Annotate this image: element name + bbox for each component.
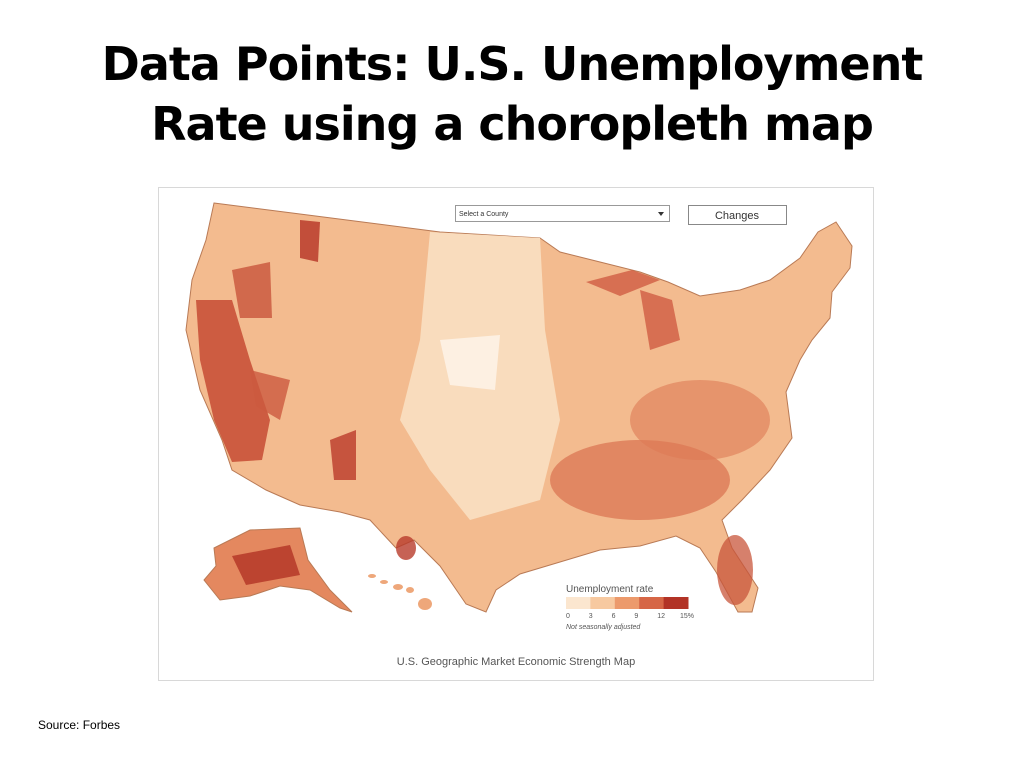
legend-note: Not seasonally adjusted (566, 624, 641, 631)
high-rate-area (250, 370, 290, 420)
map-image: Select a County Changes Unemployment rat… (158, 187, 874, 681)
changes-button[interactable] (688, 205, 787, 225)
legend-tick-label: 15% (680, 613, 694, 620)
high-rate-area (550, 440, 730, 520)
high-rate-area (586, 270, 660, 296)
source-note: Source: Forbes (38, 718, 121, 732)
high-rate-area (640, 290, 680, 350)
button-label: Changes (715, 210, 760, 222)
high-rate-area (232, 545, 300, 585)
high-rate-area (330, 430, 356, 480)
legend-tick-label: 6 (612, 613, 616, 620)
legend-swatches: 0 3 6 9 12 15% (566, 597, 694, 620)
legend-tick-label: 3 (589, 613, 593, 620)
legend-swatch (590, 597, 616, 609)
dropdown-arrow (658, 212, 664, 216)
legend-swatch (566, 597, 591, 609)
high-rate-area (396, 536, 416, 560)
legend-title: Unemployment rate (566, 584, 654, 595)
legend-tick-label: 0 (566, 613, 570, 620)
legend-swatch (639, 597, 665, 609)
map-caption: U.S. Geographic Market Economic Strength… (397, 656, 635, 668)
select-label: Select a County (459, 211, 509, 218)
high-rate-area (630, 380, 770, 460)
legend-tick-label: 12 (657, 613, 665, 620)
high-rate-area (300, 220, 320, 262)
high-rate-area (196, 300, 270, 462)
slide-title: Data Points: U.S. Unemployment Rate usin… (101, 37, 924, 151)
legend-swatch (614, 597, 640, 609)
hawaii (368, 574, 432, 610)
legend-tick-label: 9 (634, 613, 638, 620)
county-select[interactable] (455, 205, 670, 222)
high-rate-area (717, 535, 753, 605)
high-rate-area (232, 262, 272, 318)
low-rate-area (440, 335, 500, 390)
legend-swatch (663, 597, 689, 609)
